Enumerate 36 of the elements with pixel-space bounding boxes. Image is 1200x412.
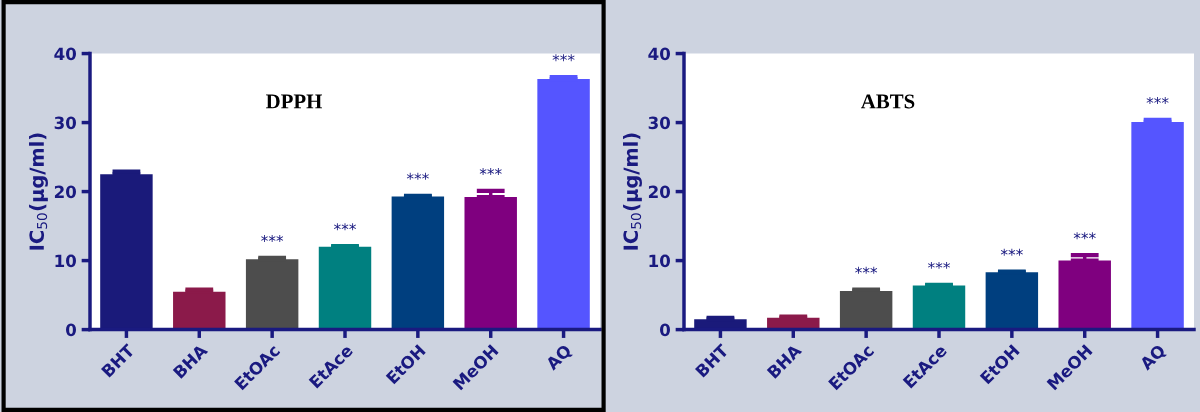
annotation: *** [928,261,950,269]
annotation: *** [334,223,356,231]
y-tick-label: 30 [648,116,671,130]
annotation: *** [1000,248,1023,256]
text: ABTS [860,94,915,109]
bar [318,246,372,330]
y-axis-title: IC$_{50}$(μg/ml) [29,133,48,250]
bar [245,259,299,330]
bar [464,197,517,330]
y-tick-label: 0 [66,323,77,337]
annotation: *** [1146,96,1169,104]
y-tick-label: 20 [54,185,77,199]
y-tick-label: 40 [54,47,77,61]
bar [537,79,590,330]
bar [985,272,1039,330]
annotation: *** [406,172,429,180]
y-tick-label: 10 [649,254,671,268]
y-tick-label: 30 [54,116,77,130]
annotation: *** [479,168,502,176]
annotation: *** [261,234,284,242]
y-tick-label: 40 [648,47,671,61]
annotation: *** [1073,232,1096,240]
bar [1131,121,1184,330]
y-tick-label: 20 [648,185,671,199]
annotation: *** [552,54,575,62]
text: DPPH [266,94,323,109]
bar [912,285,966,330]
x-tick-label: AQ [1138,343,1168,373]
bar [391,196,445,330]
y-tick-label: 10 [55,254,77,268]
y-axis-title: IC$_{50}$(μg/ml) [623,133,642,250]
annotation: *** [855,266,878,274]
y-tick-label: 0 [660,323,671,337]
bar [173,291,226,330]
x-tick-label: AQ [544,343,574,373]
bar [839,290,893,330]
